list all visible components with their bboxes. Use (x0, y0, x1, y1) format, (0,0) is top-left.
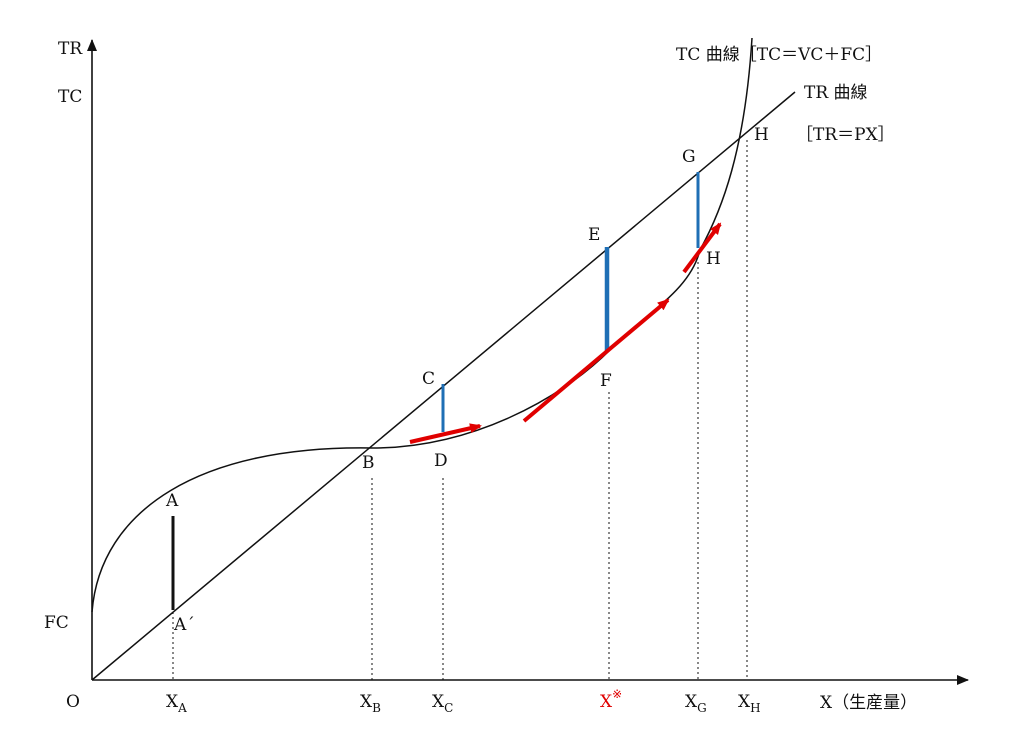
x-axis-label: X（生産量） (820, 693, 917, 713)
dotted-guides (172, 140, 748, 680)
point-a: A (165, 491, 179, 511)
point-a-prime: A´ (173, 615, 195, 635)
tangent-arrow-h (682, 222, 722, 274)
point-h-tc: H (706, 249, 721, 269)
tick-xg: XG (685, 692, 707, 715)
tick-xb: XB (360, 692, 381, 715)
tick-xstar: X※ (600, 687, 622, 712)
y-label-tr: TR (58, 39, 83, 59)
point-c: C (422, 369, 435, 389)
point-g: G (682, 147, 696, 167)
y-label-tc: TC (58, 87, 82, 107)
tick-xc: XC (432, 692, 453, 715)
tangent-arrow-d (409, 423, 482, 444)
point-e: E (588, 225, 600, 245)
point-f: F (600, 371, 612, 391)
point-b: B (362, 453, 375, 473)
tangent-arrow-f (522, 298, 670, 423)
tc-curve-label: TC 曲線［TC＝VC＋FC］ (676, 45, 882, 65)
tr-formula-label: ［TR＝PX］ (796, 125, 895, 145)
tr-curve-label: TR 曲線 (804, 83, 868, 103)
tick-xh: XH (738, 692, 761, 715)
point-h-top: H (754, 125, 769, 145)
tc-curve (91, 37, 753, 613)
fc-label: FC (44, 613, 69, 633)
tick-xa: XA (166, 692, 187, 715)
point-d: D (434, 451, 448, 471)
origin-label: O (66, 692, 80, 712)
